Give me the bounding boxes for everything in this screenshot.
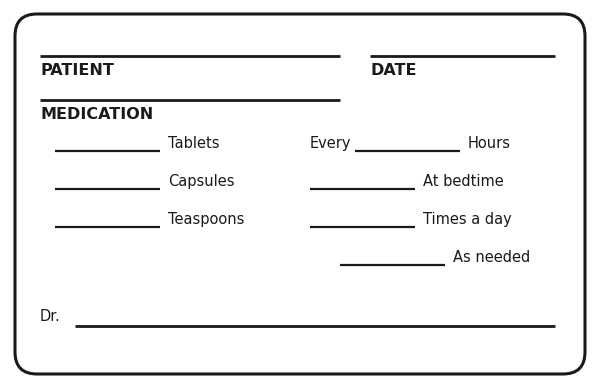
Text: Dr.: Dr. [40,309,61,324]
Text: Capsules: Capsules [168,174,235,189]
Text: DATE: DATE [370,63,416,78]
Text: Every: Every [310,136,352,151]
Text: PATIENT: PATIENT [40,63,114,78]
FancyBboxPatch shape [15,14,585,374]
Text: Tablets: Tablets [168,136,220,151]
Text: At bedtime: At bedtime [423,174,504,189]
Text: As needed: As needed [453,250,530,265]
Text: Teaspoons: Teaspoons [168,212,244,227]
Text: Hours: Hours [468,136,511,151]
Text: Times a day: Times a day [423,212,512,227]
Text: MEDICATION: MEDICATION [40,107,153,122]
